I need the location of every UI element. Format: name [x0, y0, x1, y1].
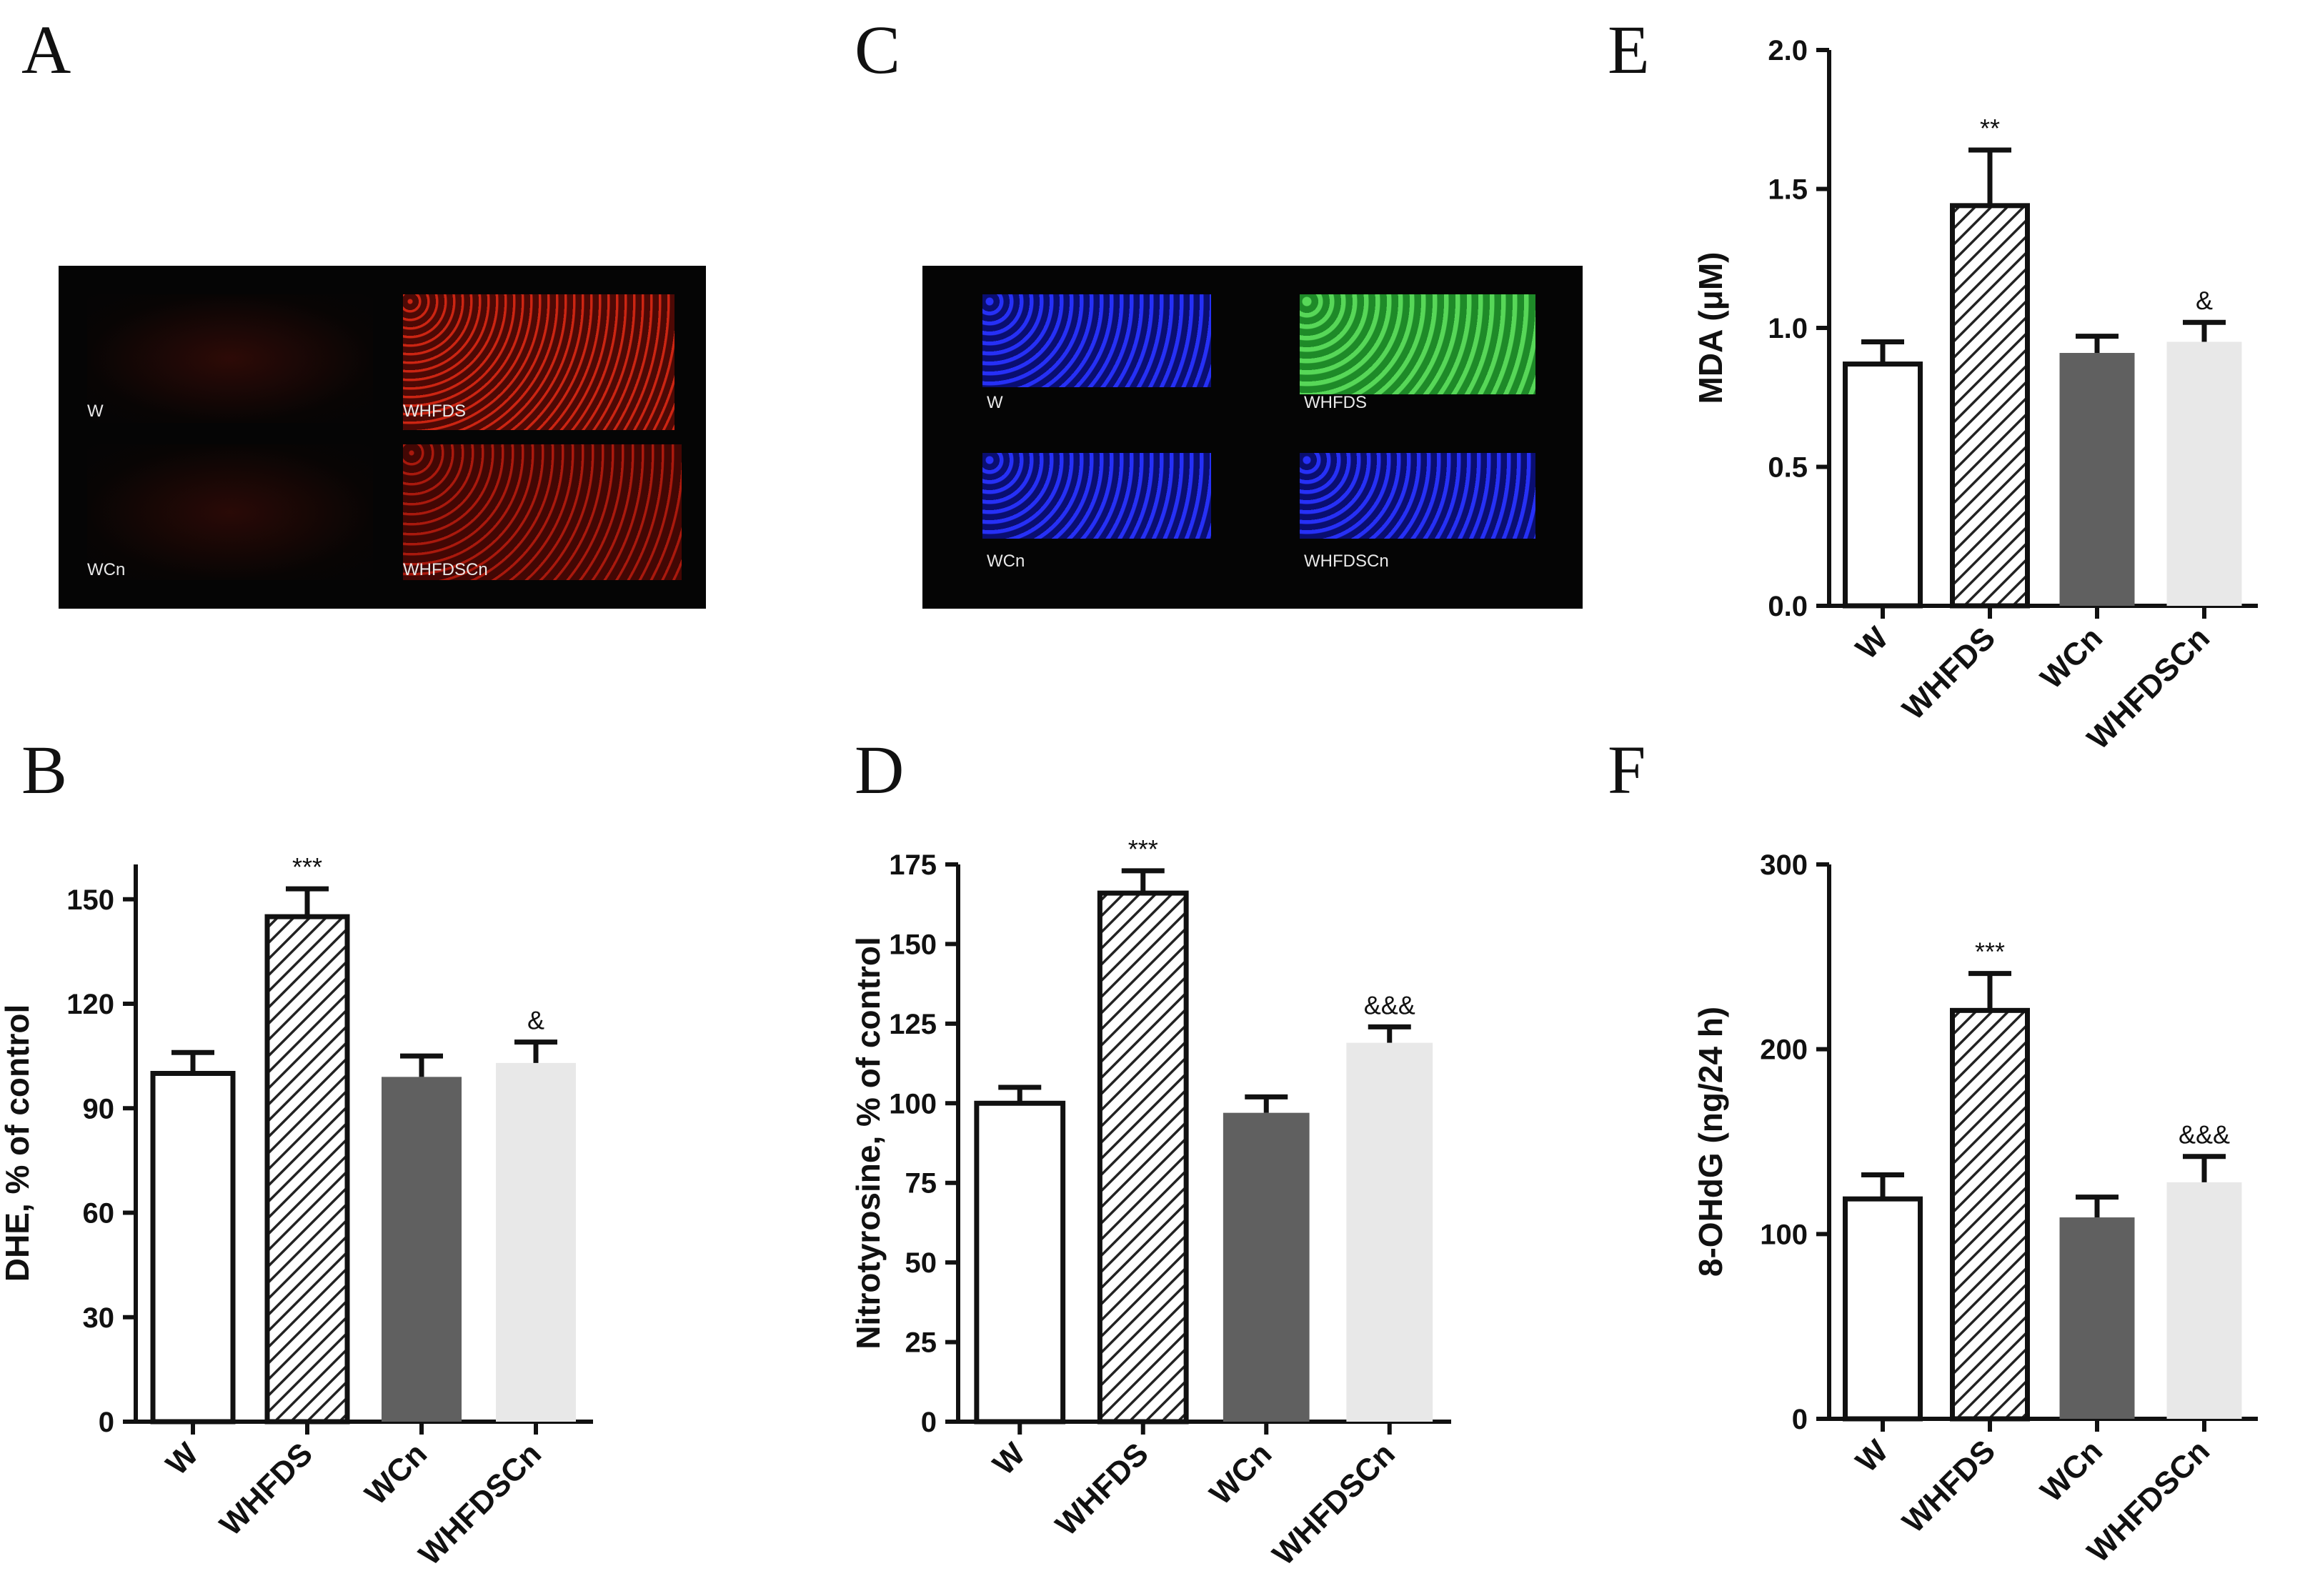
y-tick-label: 150 [889, 929, 937, 960]
y-tick-label: 30 [83, 1302, 115, 1334]
label-whfdscn: WHFDSCn [1304, 552, 1389, 571]
y-tick-label: 200 [1760, 1034, 1808, 1066]
bar-w [1843, 1196, 1923, 1422]
bar-whfds [1097, 890, 1189, 1425]
y-tick-label: 25 [905, 1327, 937, 1359]
y-tick-label: 175 [889, 849, 937, 881]
x-tick-label: W [1849, 1433, 1895, 1479]
panel-label-e: E [1608, 11, 1650, 88]
chart-f-8ohdg: 0 100 200 300 8-OHdG (ng/24 h) W *** WHFDS WCn &&… [1692, 849, 2258, 1570]
x-tick-label: W [1849, 620, 1895, 666]
y-tick-label: 300 [1760, 849, 1808, 881]
x-tick-label: WHFDS [1896, 1433, 2002, 1540]
y-tick-label: 0 [1792, 1404, 1808, 1435]
label-wcn: WCn [87, 560, 126, 579]
significance-label: &&& [2179, 1120, 2230, 1149]
micrograph-dhe: W WHFDS WCn WHFDSCn [59, 266, 706, 609]
y-tick-label: 90 [83, 1093, 115, 1124]
y-tick-label: 150 [66, 884, 114, 916]
significance-label: &&& [1364, 990, 1415, 1019]
y-tick-label: 100 [889, 1088, 937, 1119]
y-tick-label: 1.5 [1768, 174, 1808, 206]
significance-label: & [2196, 286, 2213, 315]
bar-wcn [2059, 1217, 2135, 1419]
y-tick-label: 75 [905, 1168, 937, 1200]
y-axis-label: DHE, % of control [0, 1004, 36, 1282]
y-tick-label: 0 [99, 1407, 114, 1438]
x-tick-label: WHFDS [1049, 1436, 1155, 1542]
bar-wcn [2059, 353, 2135, 606]
significance-label: *** [292, 852, 322, 882]
significance-label: ** [1980, 114, 2000, 143]
label-w: W [87, 402, 104, 421]
x-tick-label: WHFDS [1896, 620, 2002, 727]
panel-label-b: B [21, 732, 68, 808]
tile-whfds [1300, 294, 1535, 394]
tile-wcn [87, 444, 373, 580]
y-axis-label: MDA (μM) [1692, 252, 1729, 404]
tile-w [982, 294, 1211, 387]
bar-wcn [1223, 1112, 1310, 1422]
bar-whfdscn [1346, 1042, 1433, 1422]
panel-label-c: C [855, 11, 901, 88]
x-tick-label: W [159, 1436, 205, 1482]
panel-label-a: A [21, 11, 71, 88]
x-tick-label: WCn [359, 1436, 434, 1511]
bar-whfdscn [2166, 1182, 2242, 1419]
bar-whfdscn [2166, 341, 2242, 606]
tile-whfdscn [403, 444, 682, 580]
significance-label: & [527, 1006, 544, 1035]
label-w: W [987, 393, 1003, 412]
bar-whfds [264, 914, 350, 1425]
tile-whfds [403, 294, 674, 430]
y-axis-label: 8-OHdG (ng/24 h) [1692, 1007, 1729, 1277]
y-tick-label: 0.0 [1768, 591, 1808, 622]
x-tick-label: WHFDSCn [412, 1436, 548, 1572]
y-tick-label: 0.5 [1768, 452, 1808, 484]
panel-label-f: F [1608, 732, 1646, 808]
x-tick-label: WHFDS [213, 1436, 319, 1542]
bar-w [974, 1100, 1066, 1425]
chart-b-dhe: 0 30 60 90 120 150 DHE, % of control W *** WHFDS W… [0, 852, 593, 1572]
y-tick-label: 50 [905, 1247, 937, 1279]
bar-w [150, 1071, 236, 1425]
x-tick-label: WCn [1203, 1436, 1278, 1511]
label-wcn: WCn [987, 552, 1025, 571]
label-whfdscn: WHFDSCn [403, 560, 488, 579]
y-tick-label: 125 [889, 1009, 937, 1040]
y-tick-label: 60 [83, 1198, 115, 1230]
bar-whfds [1950, 1007, 2030, 1422]
tile-whfdscn [1300, 453, 1535, 539]
x-tick-label: WHFDSCn [1266, 1436, 1402, 1572]
tile-w [87, 294, 373, 423]
label-whfds: WHFDS [1304, 393, 1367, 412]
y-tick-label: 100 [1760, 1219, 1808, 1250]
micrograph-nitrotyrosine: W WHFDS WCn WHFDSCn [922, 266, 1583, 609]
y-tick-label: 2.0 [1768, 35, 1808, 66]
tile-wcn [982, 453, 1211, 539]
y-tick-label: 120 [66, 989, 114, 1020]
panel-label-d: D [855, 732, 905, 808]
bar-whfdscn [496, 1062, 576, 1422]
significance-label: *** [1975, 937, 2005, 967]
bar-w [1843, 361, 1923, 609]
y-tick-label: 1.0 [1768, 313, 1808, 344]
label-whfds: WHFDS [403, 402, 466, 421]
y-tick-label: 0 [921, 1407, 937, 1438]
y-axis-label: Nitrotyrosine, % of control [850, 937, 887, 1350]
bar-wcn [382, 1077, 462, 1422]
significance-label: *** [1128, 834, 1158, 864]
x-tick-label: WCn [2034, 620, 2109, 695]
x-tick-label: W [986, 1436, 1032, 1482]
bar-whfds [1950, 203, 2030, 609]
chart-d-nitrotyrosine: 0 25 50 75 100 125 150 175 Nitrotyrosine, % of c… [850, 834, 1451, 1572]
x-tick-label: WCn [2034, 1433, 2109, 1508]
